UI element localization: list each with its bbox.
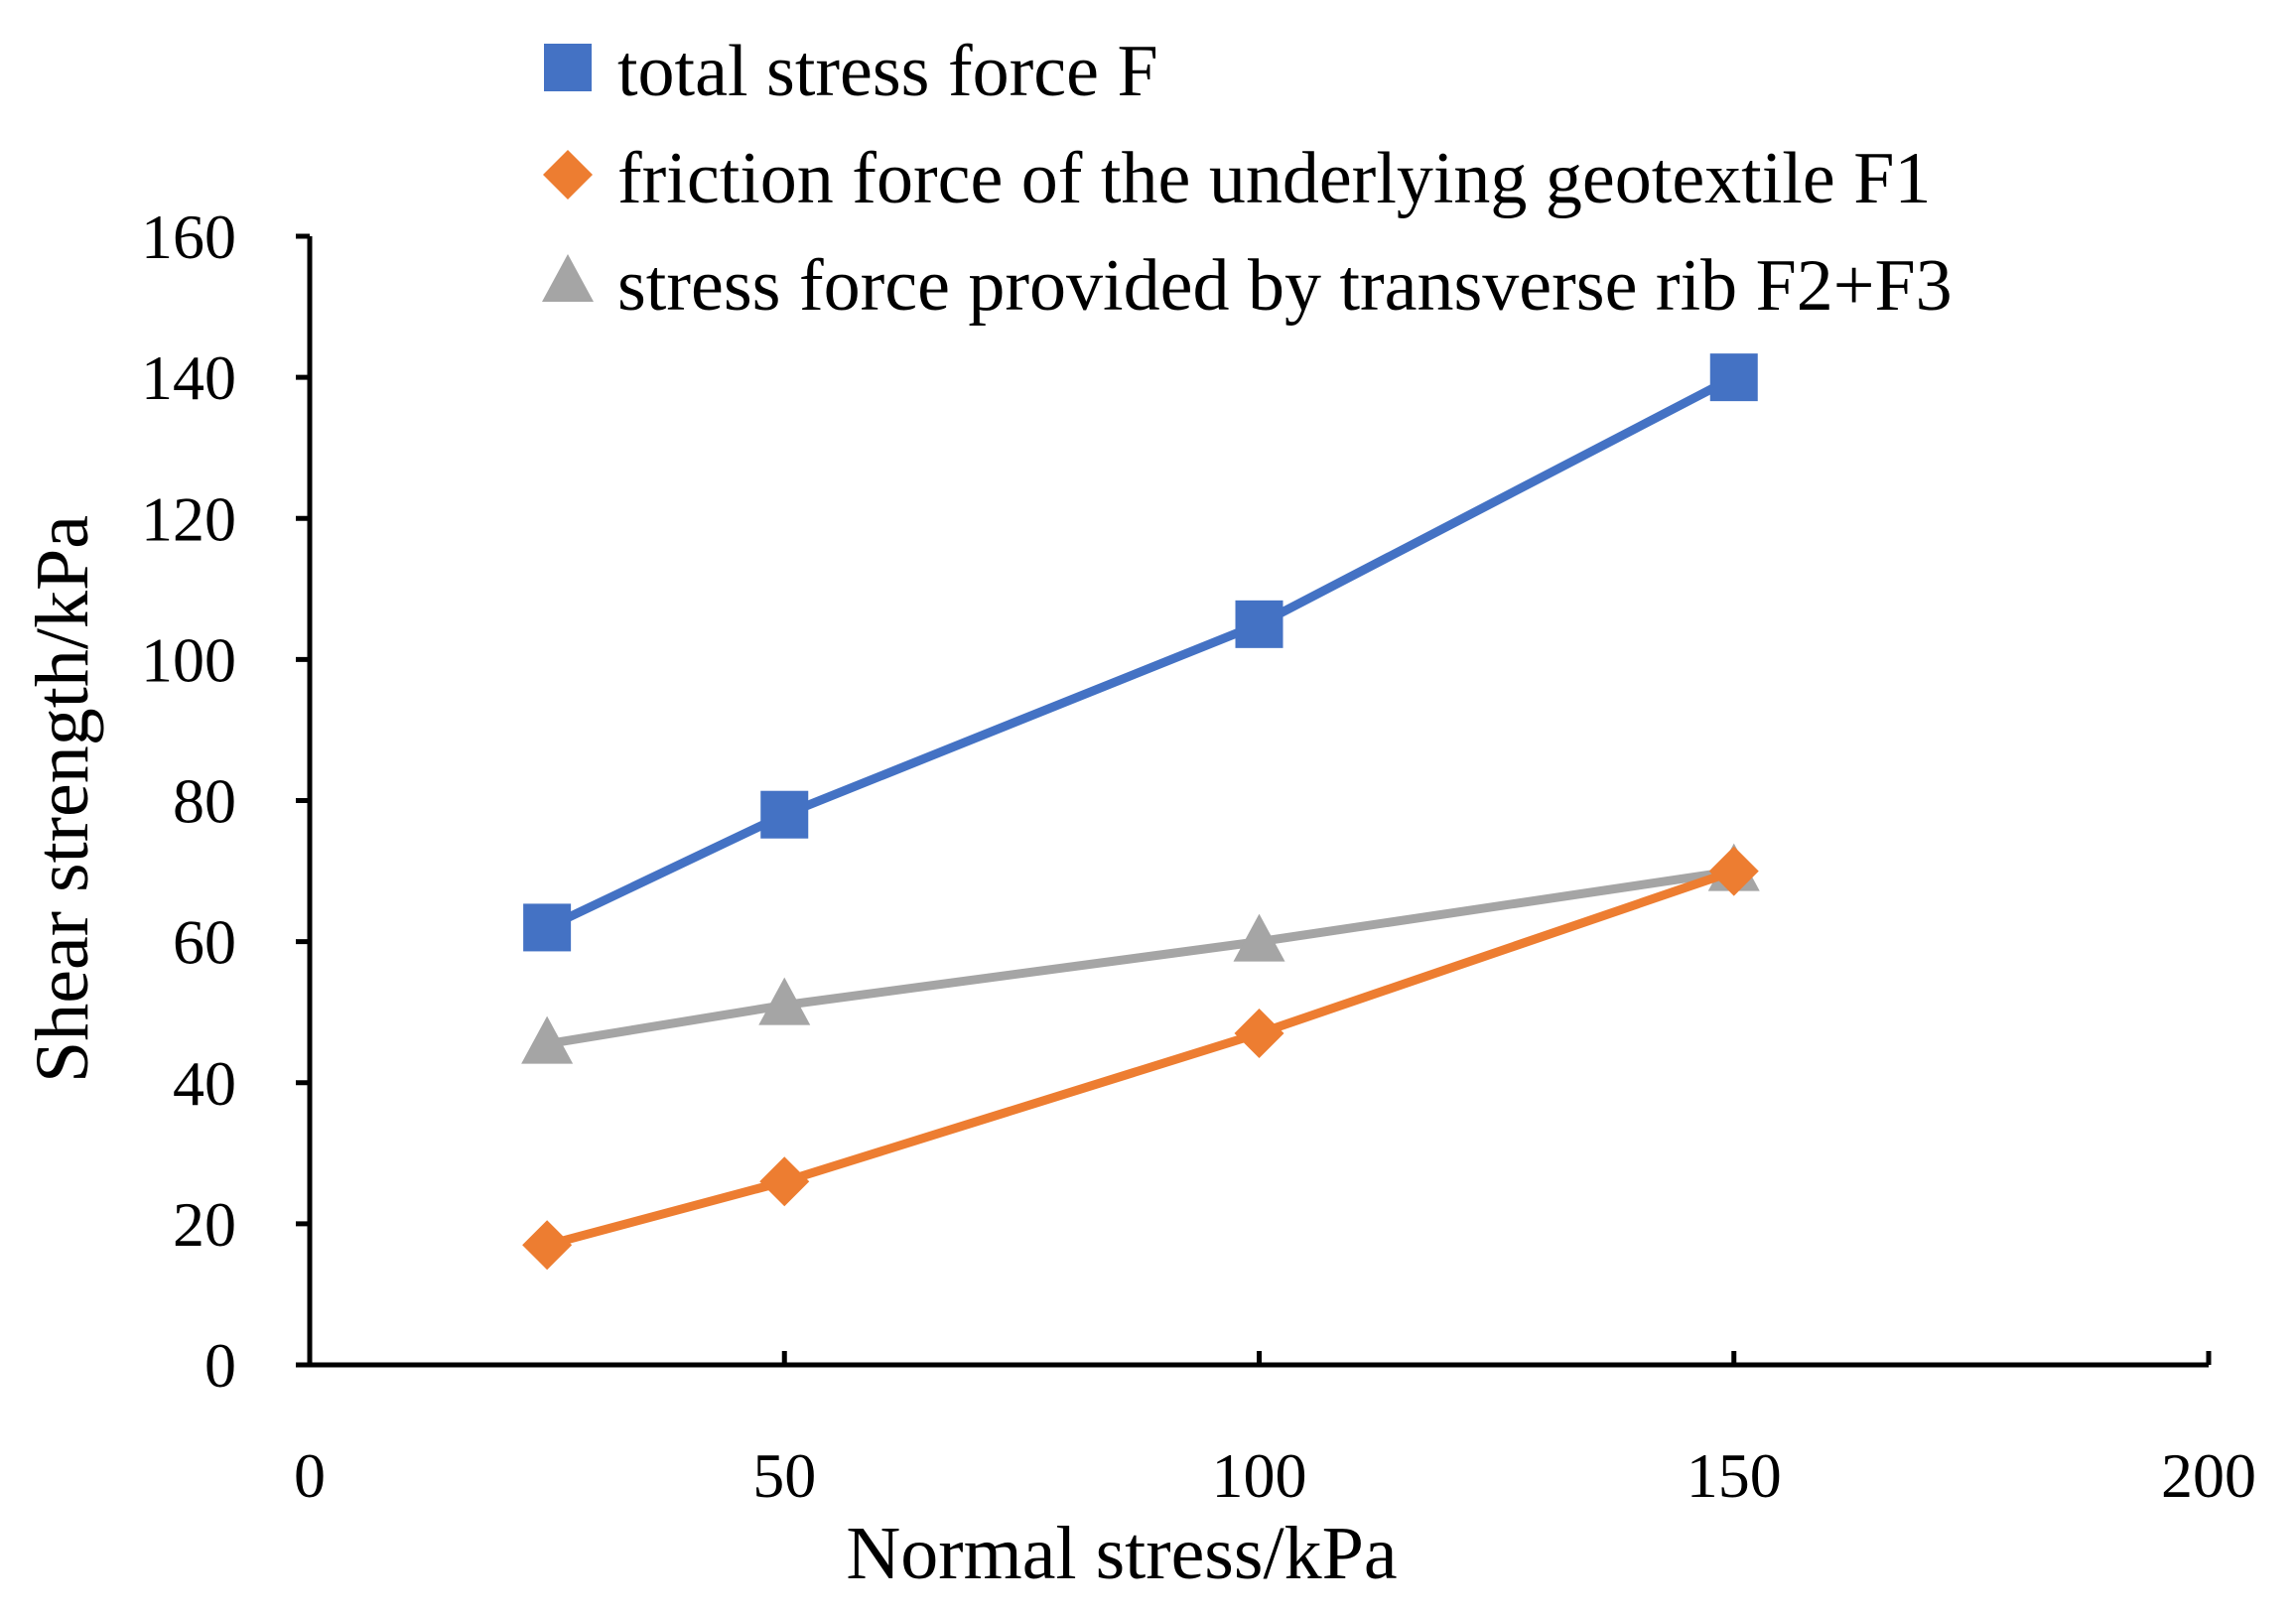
data-point-square [760,790,809,839]
data-point-square [1235,600,1283,648]
series-layer [521,353,1760,1271]
series-line-triangle [542,867,1739,1049]
legend-label: friction force of the underlying geotext… [617,138,1931,219]
y-tick-label: 40 [173,1048,236,1119]
legend: total stress force F friction force of th… [542,31,1953,327]
y-axis-title: Shear strength/kPa [21,515,104,1083]
series-diamond [522,846,1759,1271]
series-triangle [521,843,1760,1064]
x-tick-label: 150 [1687,1440,1782,1511]
legend-marker-triangle [542,254,594,302]
data-point-diamond [759,1156,810,1207]
y-tick-label: 20 [173,1189,236,1260]
data-point-diamond [1234,1009,1284,1059]
x-tick-label: 0 [294,1440,326,1511]
legend-item: stress force provided by transverse rib … [542,245,1953,327]
data-point-triangle [521,1015,574,1064]
legend-item: friction force of the underlying geotext… [543,138,1931,219]
data-point-diamond [1708,846,1759,896]
series-line-diamond [542,867,1739,1250]
data-point-triangle [1233,913,1285,962]
x-axis: 0 50 100 150 200 [294,1351,2256,1511]
data-point-diamond [522,1220,573,1271]
data-point-square [523,903,572,952]
x-tick-label: 50 [752,1440,816,1511]
legend-label: stress force provided by transverse rib … [617,245,1953,327]
y-tick-label: 60 [173,907,236,978]
data-point-square [1709,353,1758,402]
legend-item: total stress force F [544,31,1158,112]
y-tick-label: 100 [141,624,236,695]
y-tick-label: 0 [204,1330,236,1401]
series-line-square [542,372,1739,932]
legend-marker-diamond [543,150,593,200]
y-tick-label: 140 [141,342,236,413]
series-square [523,353,1758,952]
y-tick-label: 80 [173,766,236,837]
x-tick-label: 100 [1212,1440,1307,1511]
x-axis-title: Normal stress/kPa [846,1512,1397,1595]
data-point-triangle [758,977,811,1025]
legend-label: total stress force F [617,31,1158,112]
y-tick-label: 160 [141,202,236,272]
y-tick-label: 120 [141,483,236,554]
x-tick-label: 200 [2161,1440,2256,1511]
legend-marker-square [544,44,592,91]
y-axis: 0 20 40 60 80 100 120 140 160 [141,202,313,1401]
